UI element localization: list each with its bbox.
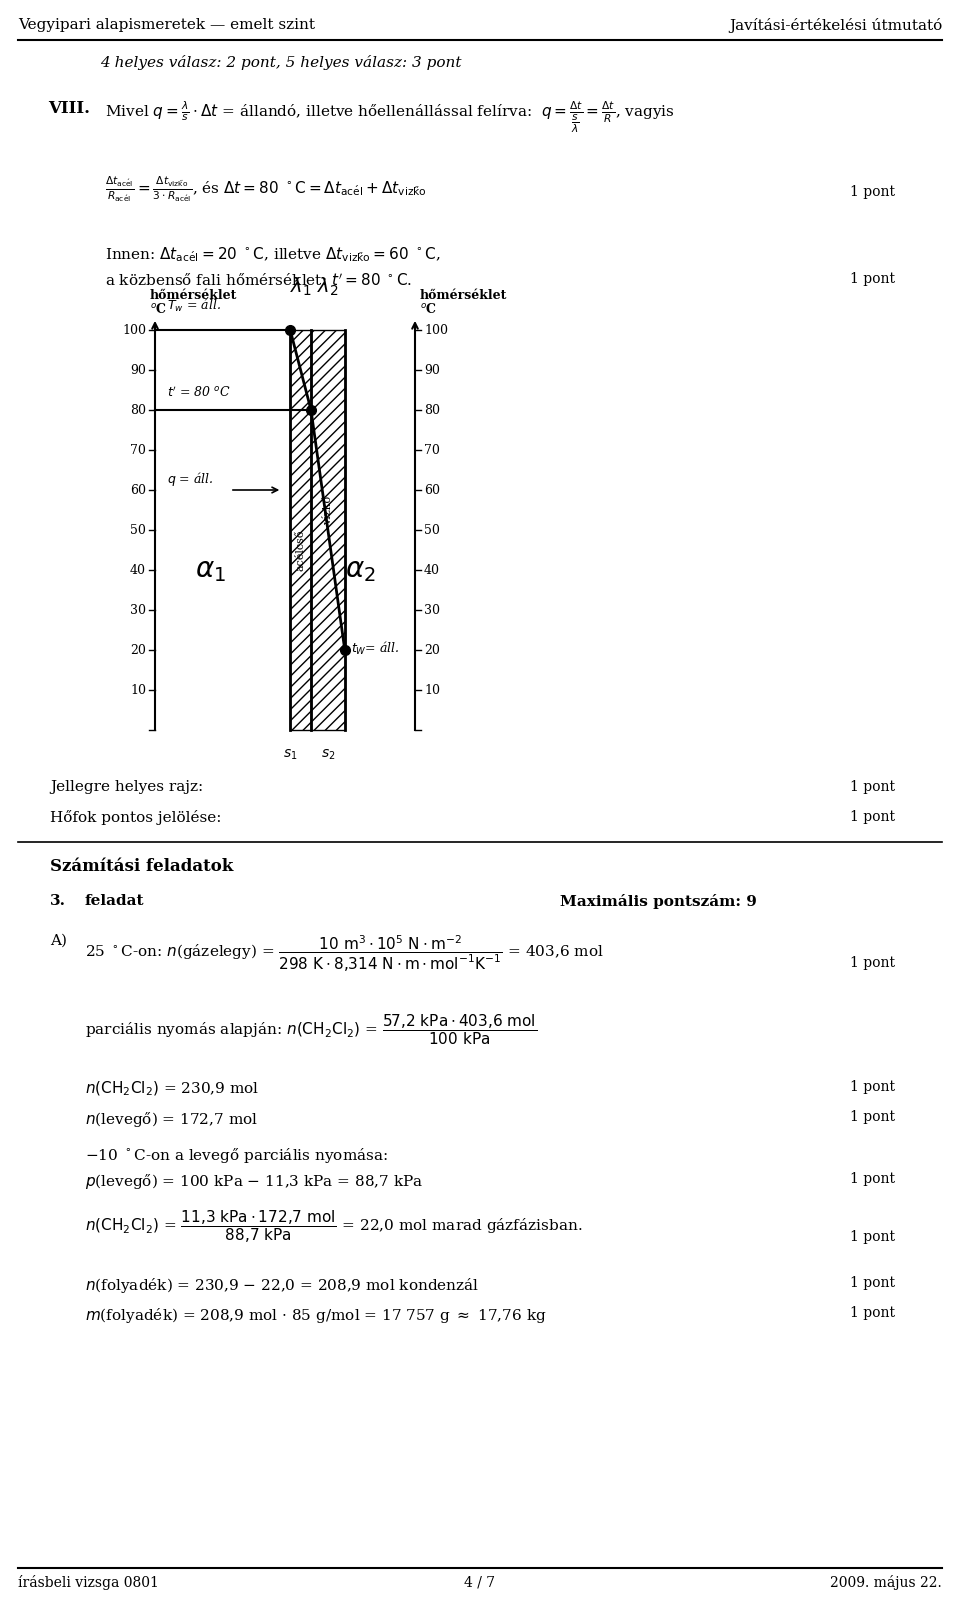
Text: hőmérséklet: hőmérséklet bbox=[420, 289, 508, 301]
Text: 20: 20 bbox=[131, 643, 146, 657]
Text: 80: 80 bbox=[424, 404, 440, 417]
Text: 3.: 3. bbox=[50, 894, 66, 907]
Text: $q$ = áll.: $q$ = áll. bbox=[167, 470, 214, 487]
Text: a közbenső fali hőmérséklet: $t' = 80\ ^\circ\mathrm{C}$.: a közbenső fali hőmérséklet: $t' = 80\ ^… bbox=[105, 273, 412, 289]
Text: $\lambda_2$: $\lambda_2$ bbox=[317, 276, 339, 298]
Text: 10: 10 bbox=[424, 683, 440, 696]
Text: $t_W$= áll.: $t_W$= áll. bbox=[350, 640, 399, 657]
Text: $^o$C: $^o$C bbox=[150, 301, 167, 316]
Text: $\alpha_2$: $\alpha_2$ bbox=[345, 556, 375, 583]
Text: 2009. május 22.: 2009. május 22. bbox=[830, 1576, 942, 1590]
Text: 30: 30 bbox=[130, 603, 146, 617]
Text: $n$(folyadék) = 230,9 $-$ 22,0 = 208,9 mol kondenzál: $n$(folyadék) = 230,9 $-$ 22,0 = 208,9 m… bbox=[85, 1276, 479, 1295]
Text: $s_2$: $s_2$ bbox=[321, 749, 335, 763]
Text: 1 pont: 1 pont bbox=[850, 184, 895, 199]
Text: parciális nyomás alapján: $n(\mathrm{CH_2Cl_2})$ = $\dfrac{57{,}2\ \mathrm{kPa} : parciális nyomás alapján: $n(\mathrm{CH_… bbox=[85, 1011, 538, 1047]
Text: 1 pont: 1 pont bbox=[850, 1080, 895, 1093]
Text: 60: 60 bbox=[130, 484, 146, 497]
Text: 30: 30 bbox=[424, 603, 440, 617]
Text: 1 pont: 1 pont bbox=[850, 810, 895, 824]
Text: 100: 100 bbox=[122, 324, 146, 337]
Text: 1 pont: 1 pont bbox=[850, 955, 895, 970]
Text: 4 helyes válasz: 2 pont, 5 helyes válasz: 3 pont: 4 helyes válasz: 2 pont, 5 helyes válasz… bbox=[100, 55, 462, 71]
Text: 4 / 7: 4 / 7 bbox=[465, 1576, 495, 1589]
Text: 70: 70 bbox=[424, 444, 440, 457]
Text: 1 pont: 1 pont bbox=[850, 781, 895, 793]
Text: $\lambda_1$: $\lambda_1$ bbox=[290, 276, 311, 298]
Text: írásbeli vizsga 0801: írásbeli vizsga 0801 bbox=[18, 1576, 158, 1590]
Text: $^o$C: $^o$C bbox=[420, 301, 437, 316]
Text: A): A) bbox=[50, 935, 67, 947]
Text: 50: 50 bbox=[424, 524, 440, 537]
Text: 20: 20 bbox=[424, 643, 440, 657]
Text: 70: 70 bbox=[131, 444, 146, 457]
Text: 90: 90 bbox=[131, 364, 146, 377]
Text: $T_w$ = áll.: $T_w$ = áll. bbox=[167, 297, 221, 314]
Text: 1 pont: 1 pont bbox=[850, 1230, 895, 1244]
Text: Vegyipari alapismeretek — emelt szint: Vegyipari alapismeretek — emelt szint bbox=[18, 18, 315, 32]
Text: Számítási feladatok: Számítási feladatok bbox=[50, 858, 233, 875]
Text: $t'$ = 80 $^o$C: $t'$ = 80 $^o$C bbox=[167, 385, 231, 401]
Text: 40: 40 bbox=[130, 564, 146, 577]
Text: 1 pont: 1 pont bbox=[850, 1172, 895, 1186]
Text: 60: 60 bbox=[424, 484, 440, 497]
Text: $-$10 $^\circ$C-on a levegő parciális nyomása:: $-$10 $^\circ$C-on a levegő parciális ny… bbox=[85, 1146, 388, 1165]
Text: 25 $^\circ$C-on: $n$(gázelegy) = $\dfrac{10\ \mathrm{m}^3 \cdot 10^5\ \mathrm{N : 25 $^\circ$C-on: $n$(gázelegy) = $\dfrac… bbox=[85, 935, 604, 975]
Text: $n(\mathrm{CH_2Cl_2})$ = 230,9 mol: $n(\mathrm{CH_2Cl_2})$ = 230,9 mol bbox=[85, 1080, 259, 1098]
Text: VIII.: VIII. bbox=[48, 99, 90, 117]
Text: Hőfok pontos jelölése:: Hőfok pontos jelölése: bbox=[50, 810, 222, 826]
Text: feladat: feladat bbox=[85, 894, 145, 907]
Text: 90: 90 bbox=[424, 364, 440, 377]
Text: Maximális pontszám: 9: Maximális pontszám: 9 bbox=[560, 894, 756, 909]
Text: $\alpha_1$: $\alpha_1$ bbox=[195, 556, 226, 583]
Text: acélcső: acélcső bbox=[296, 529, 305, 571]
Text: 100: 100 bbox=[424, 324, 448, 337]
Text: $n$(levegő) = 172,7 mol: $n$(levegő) = 172,7 mol bbox=[85, 1109, 258, 1129]
Text: 10: 10 bbox=[130, 683, 146, 696]
Polygon shape bbox=[290, 330, 311, 729]
Text: Innen: $\Delta t_{\mathrm{ac\acute{e}l}} = 20\ ^\circ\mathrm{C}$, illetve $\Delt: Innen: $\Delta t_{\mathrm{ac\acute{e}l}}… bbox=[105, 245, 441, 264]
Text: 1 pont: 1 pont bbox=[850, 1306, 895, 1319]
Text: 40: 40 bbox=[424, 564, 440, 577]
Text: $s_1$: $s_1$ bbox=[283, 749, 298, 763]
Text: $m$(folyadék) = 208,9 mol $\cdot$ 85 g/mol = 17 757 g $\approx$ 17,76 kg: $m$(folyadék) = 208,9 mol $\cdot$ 85 g/m… bbox=[85, 1306, 546, 1326]
Text: hőmérséklet: hőmérséklet bbox=[150, 289, 237, 301]
Text: 50: 50 bbox=[131, 524, 146, 537]
Text: 80: 80 bbox=[130, 404, 146, 417]
Text: vízkő: vízkő bbox=[323, 495, 333, 524]
Text: Jellegre helyes rajz:: Jellegre helyes rajz: bbox=[50, 781, 204, 793]
Polygon shape bbox=[311, 330, 345, 729]
Text: Mivel $q = \frac{\lambda}{s} \cdot \Delta t$ = állandó, illetve hőellenállással : Mivel $q = \frac{\lambda}{s} \cdot \Delt… bbox=[105, 99, 675, 135]
Text: $n(\mathrm{CH_2Cl_2})$ = $\dfrac{11{,}3\ \mathrm{kPa} \cdot 172{,}7\ \mathrm{mol: $n(\mathrm{CH_2Cl_2})$ = $\dfrac{11{,}3\… bbox=[85, 1209, 583, 1246]
Text: Javítási-értékelési útmutató: Javítási-értékelési útmutató bbox=[729, 18, 942, 34]
Text: 1 pont: 1 pont bbox=[850, 273, 895, 285]
Text: $\frac{\Delta t_{\mathrm{ac\acute{e}l}}}{R_{\mathrm{ac\acute{e}l}}} = \frac{\Del: $\frac{\Delta t_{\mathrm{ac\acute{e}l}}}… bbox=[105, 175, 427, 204]
Text: 1 pont: 1 pont bbox=[850, 1109, 895, 1124]
Text: $p$(levegő) = 100 kPa $-$ 11,3 kPa = 88,7 kPa: $p$(levegő) = 100 kPa $-$ 11,3 kPa = 88,… bbox=[85, 1172, 423, 1191]
Text: 1 pont: 1 pont bbox=[850, 1276, 895, 1290]
